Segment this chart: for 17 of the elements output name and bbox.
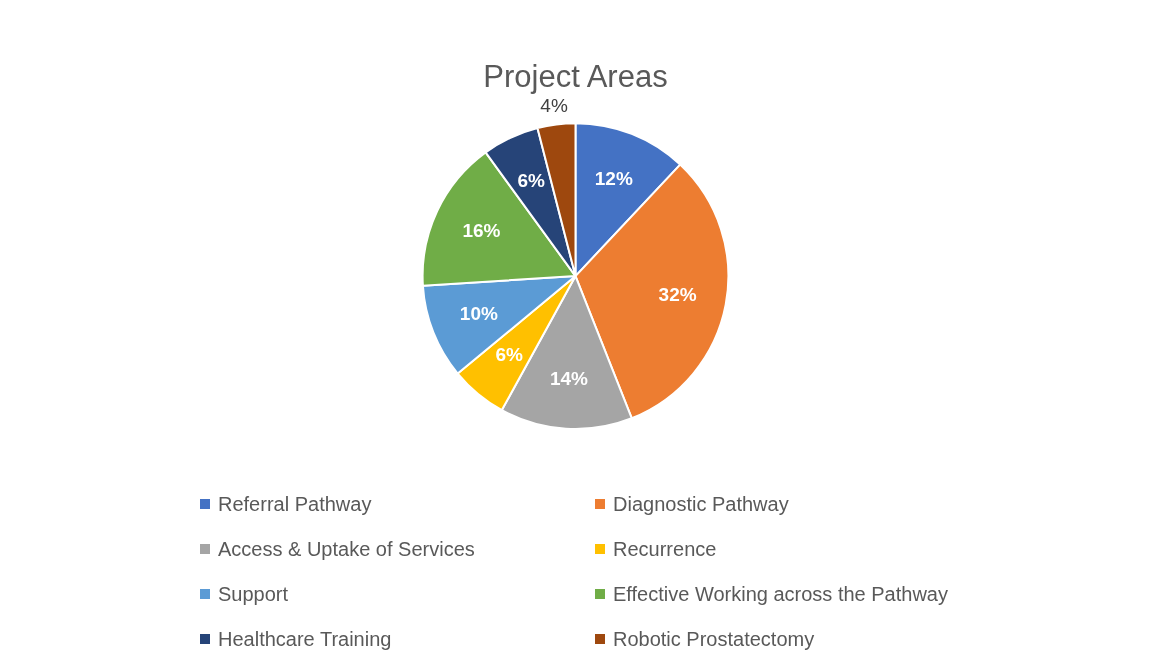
data-label: 14% [549, 368, 589, 390]
data-label: 4% [540, 94, 568, 116]
legend-label: Access & Uptake of Services [218, 537, 475, 561]
legend-label: Diagnostic Pathway [613, 492, 789, 516]
legend-label: Effective Working across the Pathway [613, 582, 948, 606]
legend-label: Referral Pathway [218, 492, 372, 516]
data-label: 16% [462, 220, 501, 242]
legend-label: Healthcare Training [218, 627, 392, 651]
legend-label: Support [218, 582, 289, 606]
legend-label: Recurrence [613, 537, 717, 561]
data-label: 10% [459, 302, 498, 324]
data-label: 12% [594, 167, 633, 189]
data-label: 6% [495, 344, 524, 366]
data-label: 6% [517, 170, 546, 192]
data-label: 32% [658, 283, 697, 305]
chart-title: Project Areas [483, 59, 668, 95]
legend-label: Robotic Prostatectomy [613, 627, 815, 651]
